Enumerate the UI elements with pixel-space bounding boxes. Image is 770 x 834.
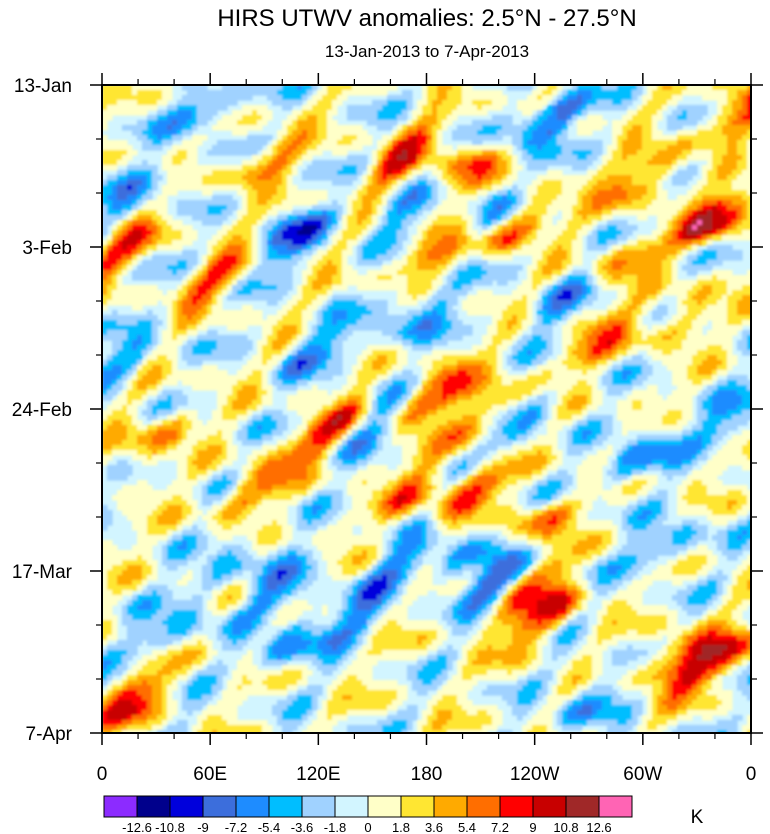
colorbar-swatch (302, 796, 335, 817)
colorbar-label: 7.2 (491, 820, 509, 834)
colorbar-swatch (170, 796, 203, 817)
colorbar-label: 3.6 (425, 820, 443, 834)
x-tick-label: 120E (296, 764, 340, 785)
colorbar-label: 10.8 (553, 820, 578, 834)
x-tick-label: 0 (97, 764, 108, 785)
chart-title: HIRS UTWV anomalies: 2.5°N - 27.5°N (217, 5, 636, 32)
colorbar-label: -10.8 (155, 820, 185, 834)
y-tick-label: 17-Mar (12, 562, 73, 583)
y-tick-label: 3-Feb (22, 238, 72, 259)
colorbar-label: -7.2 (225, 820, 247, 834)
colorbar-label: 12.6 (586, 820, 611, 834)
colorbar: -12.6 -10.8 -9 -7.2 -5.4 -3.6 -1.8 0 1.8 3.6 5.4 7.… (104, 796, 632, 834)
colorbar-label: -1.8 (324, 820, 346, 834)
colorbar-swatch (137, 796, 170, 817)
x-tick-label: 180 (411, 764, 443, 785)
colorbar-swatch (104, 796, 137, 817)
colorbar-label: -12.6 (122, 820, 152, 834)
colorbar-swatch (368, 796, 401, 817)
chart-subtitle: 13-Jan-2013 to 7-Apr-2013 (325, 42, 529, 61)
x-tick-label: 0 (746, 764, 757, 785)
y-tick-label: 13-Jan (14, 76, 72, 97)
colorbar-swatch (566, 796, 599, 817)
colorbar-label: 0 (364, 820, 371, 834)
colorbar-swatch (203, 796, 236, 817)
colorbar-label: -9 (197, 820, 209, 834)
colorbar-label: 1.8 (392, 820, 410, 834)
colorbar-label: -5.4 (258, 820, 280, 834)
x-tick-label: 60E (193, 764, 227, 785)
colorbar-label: 9 (529, 820, 536, 834)
y-tick-label: 24-Feb (12, 400, 72, 421)
colorbar-label: 5.4 (458, 820, 476, 834)
colorbar-swatch (401, 796, 434, 817)
colorbar-swatch (533, 796, 566, 817)
colorbar-swatch (500, 796, 533, 817)
x-tick-label: 120W (510, 764, 560, 785)
colorbar-swatch (269, 796, 302, 817)
hovmoller-chart: HIRS UTWV anomalies: 2.5°N - 27.5°N 13-J… (0, 0, 770, 834)
colorbar-swatch (434, 796, 467, 817)
x-tick-label: 60W (623, 764, 662, 785)
colorbar-swatch (335, 796, 368, 817)
y-tick-label: 7-Apr (26, 724, 73, 745)
colorbar-swatch (236, 796, 269, 817)
colorbar-unit: K (691, 807, 704, 828)
colorbar-label: -3.6 (291, 820, 313, 834)
colorbar-swatch (599, 796, 632, 817)
colorbar-swatch (467, 796, 500, 817)
